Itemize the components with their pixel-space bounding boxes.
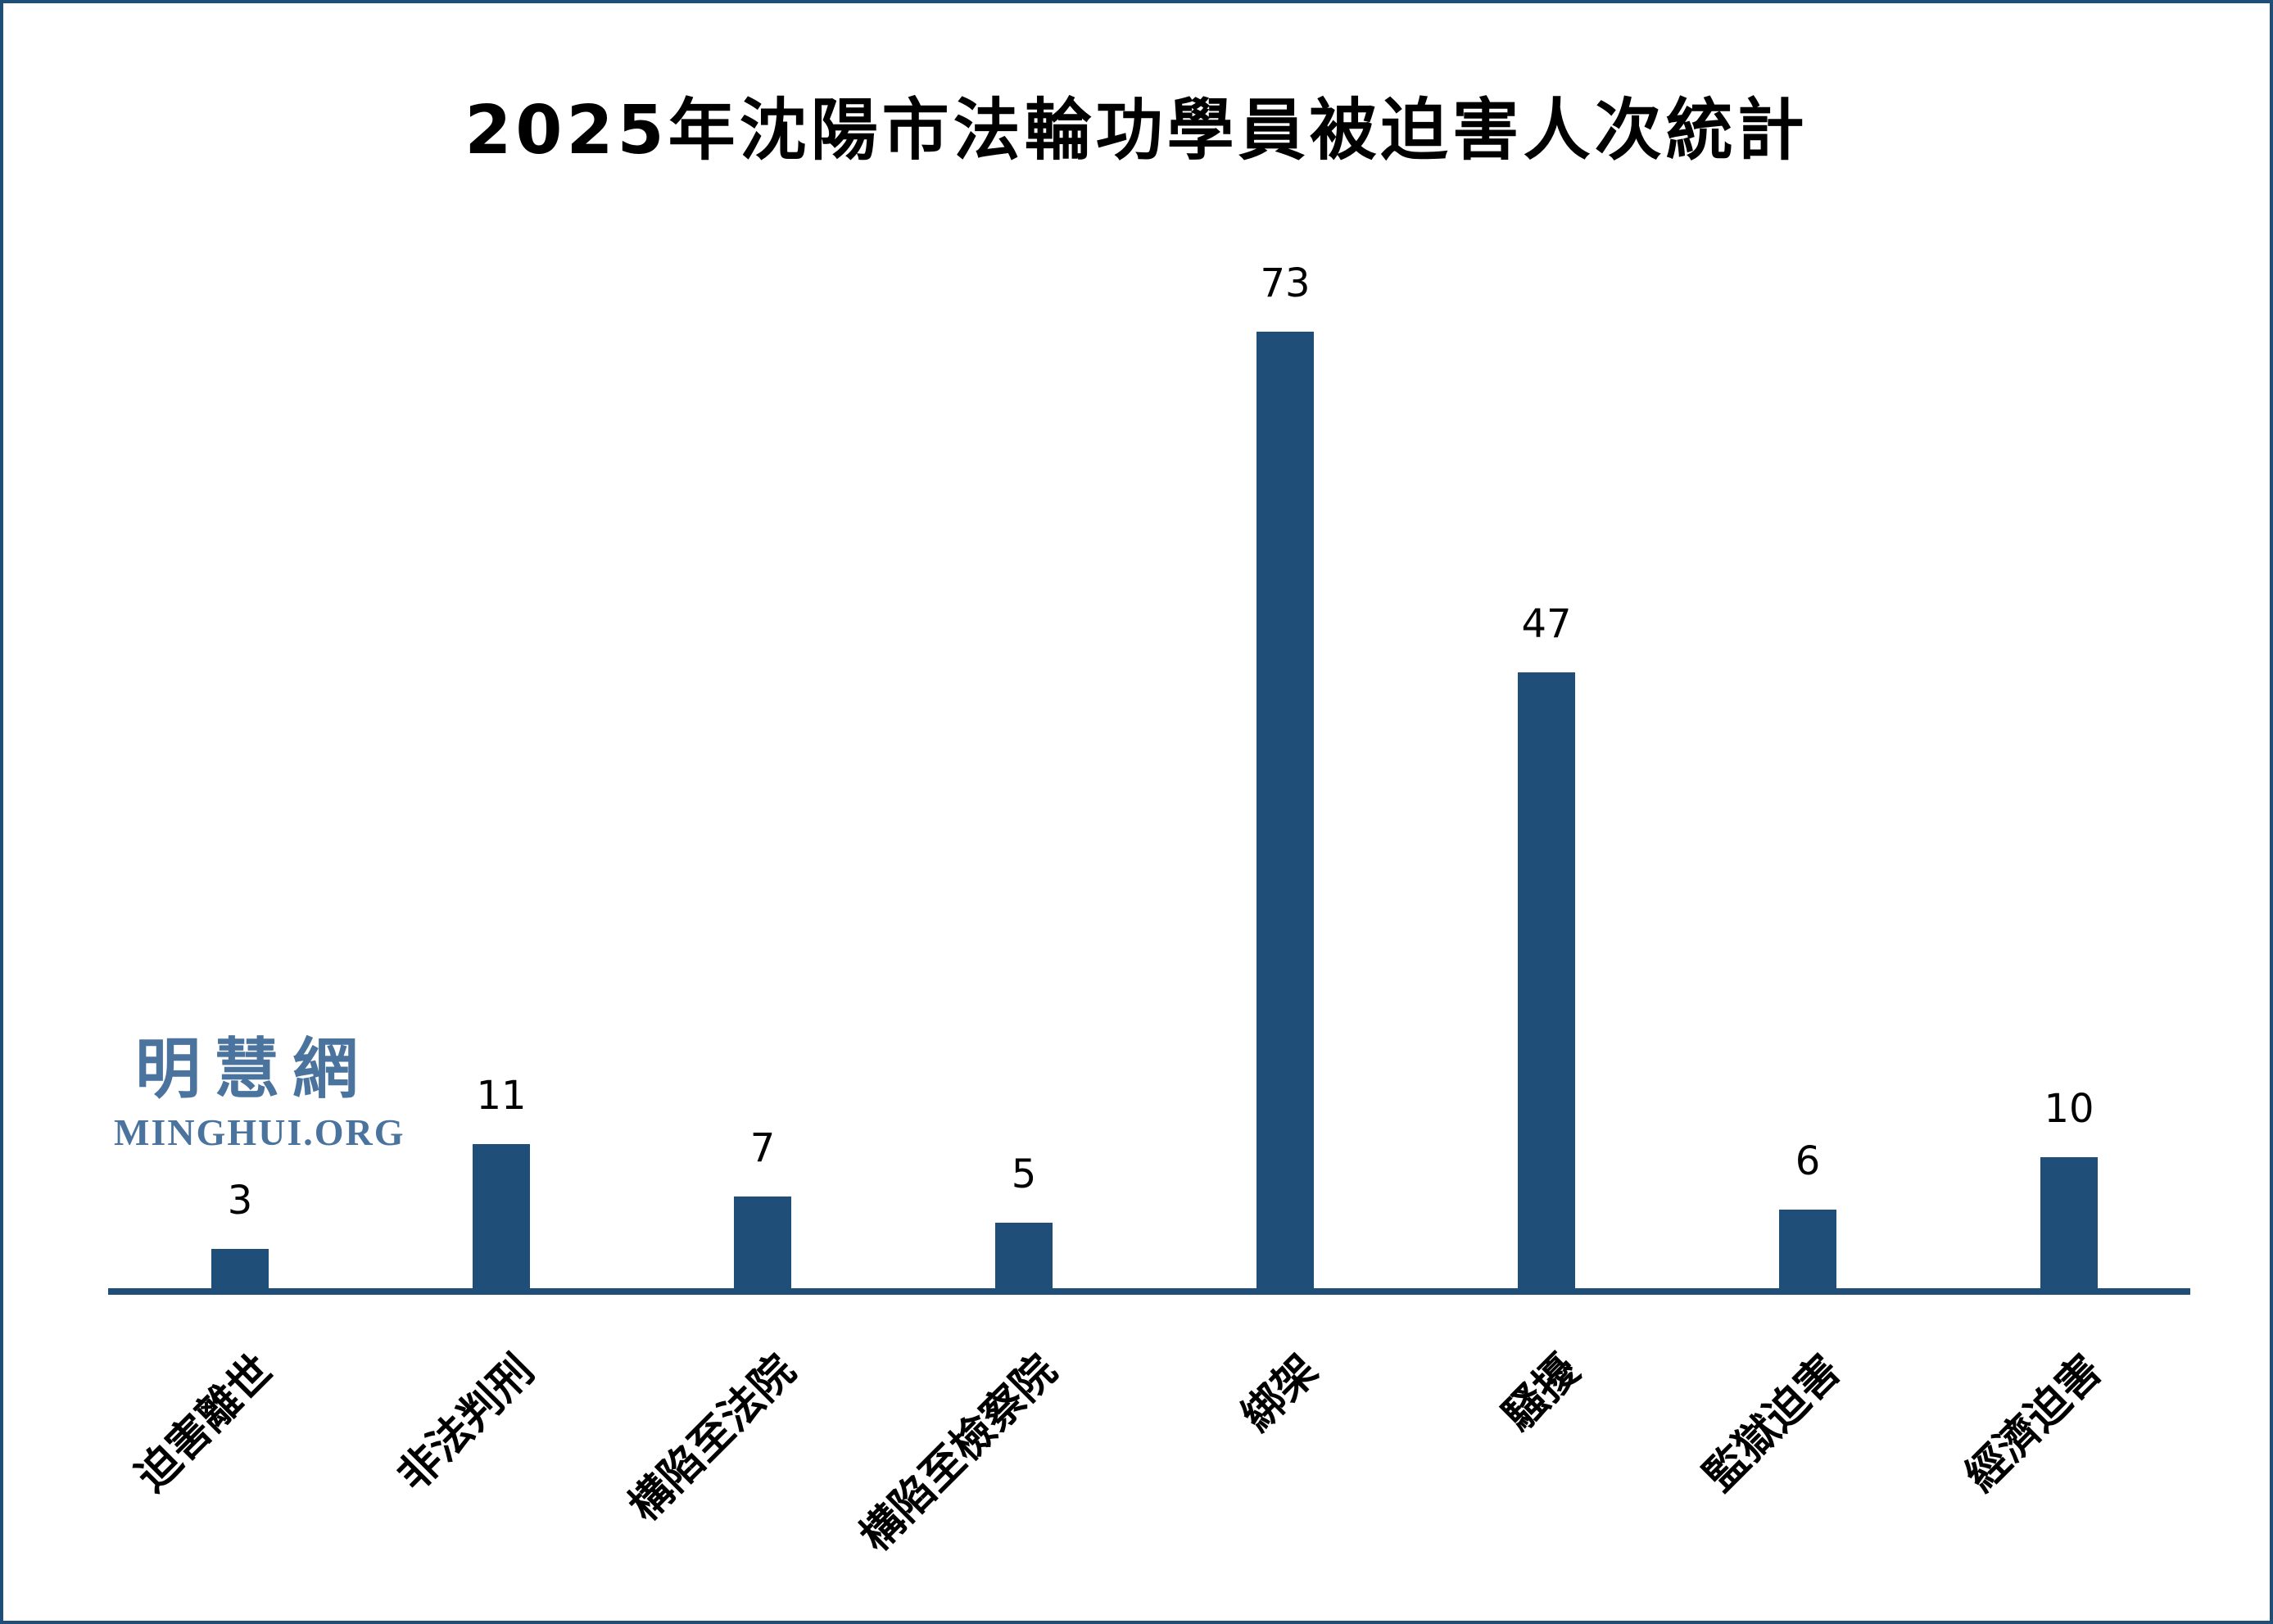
bar [2040,1157,2098,1288]
bar-value-label: 10 [2044,1086,2094,1132]
bar [734,1197,791,1288]
category-label: 構陷至檢察院 [850,1346,1066,1562]
minghui-watermark: 明慧網 MINGHUI.ORG [114,1031,405,1154]
bar [1518,672,1575,1288]
category-label: 經濟迫害 [1956,1346,2112,1501]
x-axis-line [108,1288,2190,1295]
category-label: 騷擾 [1493,1346,1589,1441]
minghui-logo-latin: MINGHUI.ORG [114,1111,405,1153]
category-label: 非法判刑 [388,1346,544,1501]
bar [1256,332,1314,1288]
bar-value-label: 3 [227,1178,253,1224]
bar [1779,1210,1836,1288]
bar-value-label: 11 [476,1073,527,1119]
chart-title: 2025年沈陽市法輪功學員被迫害人次統計 [464,92,1809,170]
bar-value-label: 73 [1260,260,1311,306]
category-label: 迫害離世 [127,1346,283,1501]
bar-value-label: 47 [1521,601,1572,647]
bar [995,1223,1053,1288]
minghui-logo-cjk: 明慧網 [135,1031,371,1107]
bar [473,1144,530,1288]
category-label: 構陷至法院 [619,1346,805,1531]
bar-value-label: 6 [1795,1138,1821,1184]
bar-value-label: 7 [749,1125,776,1171]
category-label: 監獄迫害 [1695,1346,1850,1501]
bar [211,1249,269,1288]
category-label: 綁架 [1232,1346,1328,1441]
bar-value-label: 5 [1011,1151,1037,1197]
